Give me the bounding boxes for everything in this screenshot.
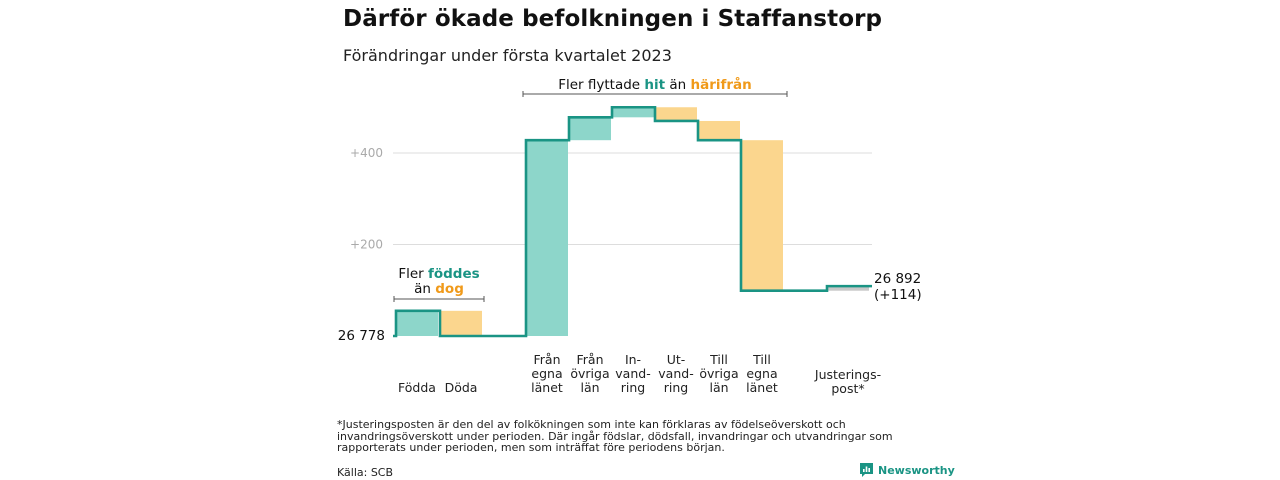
category-label-line: län (709, 380, 728, 395)
births-annotation-line1: Fler föddes (398, 266, 479, 282)
category-label-line: post* (831, 381, 864, 396)
annotation-highlight-teal: hit (644, 77, 665, 93)
category-label: Till övriga län (699, 352, 738, 395)
category-label-line: Ut- (667, 352, 686, 367)
annotation-text: än (414, 281, 435, 297)
waterfall-bar (698, 120, 740, 141)
source: Källa: SCB (337, 466, 394, 479)
category-label: Från övriga län (570, 352, 609, 395)
waterfall-bar (440, 310, 482, 336)
y-tick-label: +200 (350, 238, 383, 252)
brand-name: Newsworthy (878, 463, 955, 477)
brand-logo: Newsworthy (860, 463, 955, 477)
category-label-line: länet (531, 380, 563, 395)
category-label-line: egna (531, 366, 562, 381)
category-label-line: övriga (699, 366, 738, 381)
end-change-label: (+114) (874, 287, 922, 303)
waterfall-bar (827, 286, 869, 291)
annotation-text: Fler (398, 266, 428, 282)
annotation-text: än (665, 77, 690, 93)
category-label-line: län (580, 380, 599, 395)
category-label: Justerings-post* (814, 367, 881, 396)
category-label-line: ring (664, 380, 688, 395)
category-label-line: ring (621, 380, 645, 395)
footnote: *Justeringsposten är den del av folkökni… (337, 418, 893, 454)
category-label-line: övriga (570, 366, 609, 381)
chart-subtitle: Förändringar under första kvartalet 2023 (343, 46, 672, 65)
waterfall-bar (741, 140, 783, 291)
category-label: Från egna länet (531, 352, 563, 395)
moves-annotation: Fler flyttade hit än härifrån (558, 76, 752, 93)
waterfall-bar (612, 107, 654, 118)
category-label-line: egna (746, 366, 777, 381)
waterfall-bar (526, 140, 568, 336)
cumulative-step-line (393, 105, 872, 338)
category-label-line: Till (709, 352, 728, 367)
category-label: Ut-vand-ring (658, 352, 693, 395)
end-value-label: 26 892 (874, 271, 921, 287)
category-label-line: Från (576, 352, 603, 367)
category-label-line: Döda (445, 380, 478, 395)
category-label-line: vand- (658, 366, 693, 381)
waterfall-bar (655, 107, 697, 121)
category-label: Födda (398, 380, 436, 395)
y-tick-label: +400 (350, 146, 383, 160)
category-label: Till egna länet (746, 352, 778, 395)
category-label-line: In- (625, 352, 641, 367)
waterfall-bar (396, 310, 438, 336)
newsworthy-logo-icon (860, 463, 873, 477)
category-label: In-vand-ring (615, 352, 650, 395)
births-bracket (393, 296, 485, 302)
chart-title: Därför ökade befolkningen i Staffanstorp (343, 6, 883, 32)
waterfall-bar (569, 117, 611, 141)
category-label-line: Till (752, 352, 771, 367)
category-label-line: vand- (615, 366, 650, 381)
annotation-highlight-orange: härifrån (691, 76, 752, 93)
category-label-line: länet (746, 380, 778, 395)
annotation-highlight-orange: dog (435, 281, 464, 297)
births-annotation-line2: än dog (414, 281, 464, 297)
moves-bracket (522, 91, 788, 97)
category-label-line: Från (533, 352, 560, 367)
annotation-text: Fler flyttade (558, 77, 644, 93)
category-label-line: Justerings- (814, 367, 881, 382)
category-label-line: Födda (398, 380, 436, 395)
start-value-label: 26 778 (338, 328, 385, 344)
annotation-highlight-teal: föddes (428, 266, 480, 282)
category-label: Döda (445, 380, 478, 395)
